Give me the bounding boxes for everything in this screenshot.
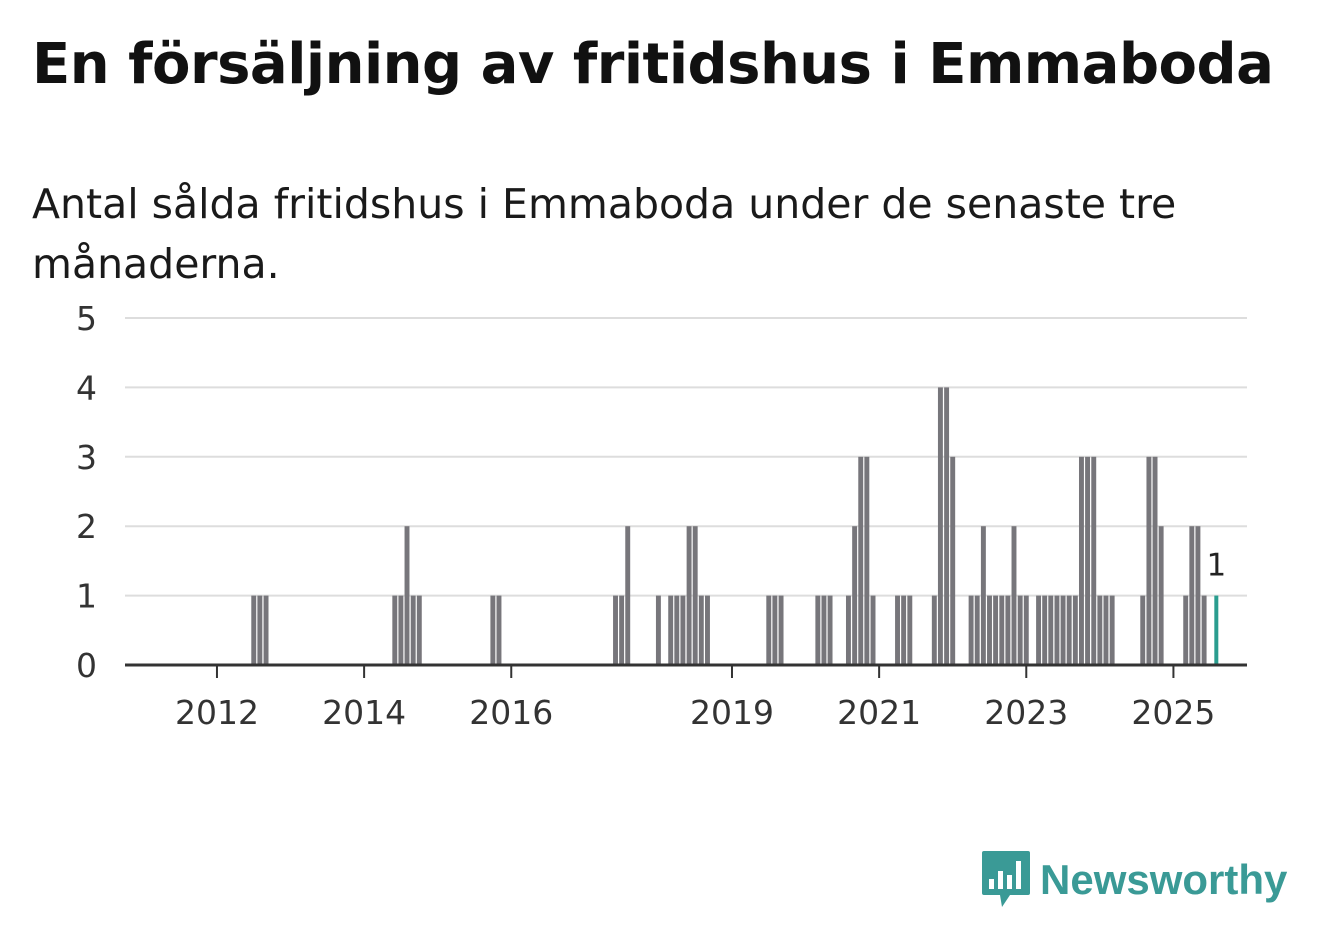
bar xyxy=(931,595,937,665)
y-tick-label: 5 xyxy=(76,299,97,338)
bar xyxy=(613,595,618,665)
bar xyxy=(1189,526,1195,665)
bar xyxy=(1078,456,1084,665)
newsworthy-logo[interactable]: Newsworthy xyxy=(980,848,1287,912)
bar xyxy=(257,595,263,665)
x-tick-label: 2025 xyxy=(1131,693,1215,732)
y-tick-label: 4 xyxy=(76,368,97,407)
y-tick-label: 2 xyxy=(76,507,97,546)
bar xyxy=(968,595,974,665)
x-tick-label: 2014 xyxy=(322,693,406,732)
bar xyxy=(490,595,496,665)
bar xyxy=(766,595,772,665)
bar xyxy=(987,595,992,665)
bar xyxy=(1054,595,1060,665)
chart-title: En försäljning av fritidshus i Emmaboda xyxy=(32,32,1274,97)
bar xyxy=(858,456,864,665)
bar xyxy=(1023,595,1029,665)
bar xyxy=(625,526,631,665)
bar xyxy=(392,595,398,665)
bar xyxy=(999,595,1005,665)
bar xyxy=(698,595,704,665)
bar xyxy=(705,595,710,665)
x-tick-label: 2019 xyxy=(690,693,774,732)
bar xyxy=(1005,595,1011,665)
bar xyxy=(1146,456,1152,665)
bar xyxy=(1097,595,1103,665)
bar xyxy=(1109,595,1115,665)
bar xyxy=(864,456,870,665)
bar-chart: 0 1 2 3 4 5 2012 2014 2016 2019 2021 2023 2025 1 xyxy=(76,299,1247,732)
bar-highlight xyxy=(1214,595,1219,665)
bar xyxy=(827,595,833,665)
bar xyxy=(674,595,680,665)
bar xyxy=(1036,595,1042,665)
annotations: 1 xyxy=(1206,548,1226,584)
bar xyxy=(901,595,907,665)
y-tick-label: 3 xyxy=(76,438,97,477)
bar xyxy=(655,595,661,665)
y-tick-label: 0 xyxy=(76,646,97,685)
bar xyxy=(1158,526,1164,665)
newsworthy-logo-icon xyxy=(982,851,1030,907)
bar xyxy=(668,595,674,665)
y-axis: 0 1 2 3 4 5 xyxy=(76,299,97,685)
bar xyxy=(1072,595,1078,665)
bar xyxy=(895,595,900,665)
bar xyxy=(680,595,686,665)
bar xyxy=(404,526,410,665)
chart-subtitle: Antal sålda fritidshus i Emmaboda under … xyxy=(32,180,1177,288)
bar xyxy=(944,387,950,665)
bar xyxy=(263,595,269,665)
bar xyxy=(870,595,876,665)
bar xyxy=(1152,456,1158,665)
y-tick-label: 1 xyxy=(76,577,97,616)
bar xyxy=(907,595,913,665)
bar xyxy=(950,456,956,665)
x-tick-label: 2016 xyxy=(469,693,553,732)
bar xyxy=(1048,595,1054,665)
bar xyxy=(251,595,257,665)
bar xyxy=(686,526,692,665)
x-tick-label: 2023 xyxy=(984,693,1068,732)
bar xyxy=(1042,595,1048,665)
bar xyxy=(778,595,784,665)
bar xyxy=(1183,595,1189,665)
bar xyxy=(1066,595,1072,665)
bar xyxy=(398,595,404,665)
bar xyxy=(619,595,625,665)
bar xyxy=(974,595,980,665)
bar xyxy=(410,595,416,665)
gridlines xyxy=(125,317,1247,597)
bars xyxy=(251,387,1219,665)
bar xyxy=(1011,526,1017,665)
bar xyxy=(937,387,943,665)
bar xyxy=(1201,595,1207,665)
x-tick-label: 2012 xyxy=(175,693,259,732)
bar xyxy=(1103,595,1109,665)
brand-name: Newsworthy xyxy=(1040,856,1288,903)
bar xyxy=(852,526,858,665)
x-tick-label: 2021 xyxy=(837,693,921,732)
bar xyxy=(1091,456,1097,665)
bar xyxy=(980,526,986,665)
bar xyxy=(1195,526,1201,665)
bar xyxy=(993,595,999,665)
bar xyxy=(1060,595,1066,665)
bar xyxy=(496,595,502,665)
bar xyxy=(416,595,422,665)
bar xyxy=(692,526,698,665)
bar xyxy=(1085,456,1091,665)
bar xyxy=(1140,595,1146,665)
bar xyxy=(845,595,851,665)
bar xyxy=(821,595,827,665)
x-axis: 2012 2014 2016 2019 2021 2023 2025 xyxy=(125,663,1247,732)
bar xyxy=(772,595,778,665)
bar xyxy=(815,595,821,665)
bar xyxy=(1017,595,1023,665)
data-label: 1 xyxy=(1206,548,1226,584)
